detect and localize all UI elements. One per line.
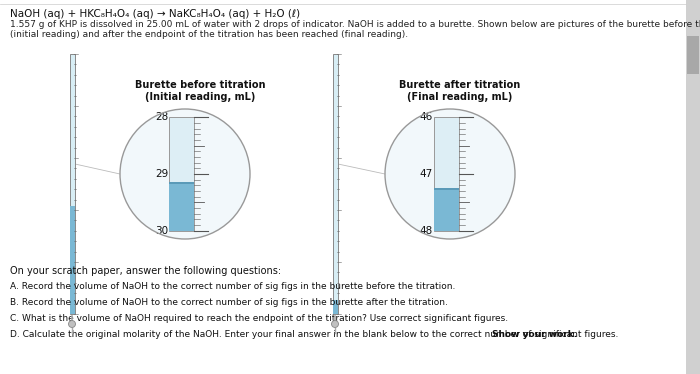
Text: 30: 30 [155,226,168,236]
Text: D. Calculate the original molarity of the NaOH. Enter your final answer in the b: D. Calculate the original molarity of th… [10,330,622,339]
Circle shape [120,109,250,239]
Text: On your scratch paper, answer the following questions:: On your scratch paper, answer the follow… [10,266,281,276]
Text: B. Record the volume of NaOH to the correct number of sig figs in the burette af: B. Record the volume of NaOH to the corr… [10,298,448,307]
Bar [169,117,194,230]
Bar [434,188,459,230]
Circle shape [385,109,515,239]
Text: 1.557 g of KHP is dissolved in 25.00 mL of water with 2 drops of indicator. NaOH: 1.557 g of KHP is dissolved in 25.00 mL … [10,20,700,29]
Text: 29: 29 [155,169,168,179]
Text: A. Record the volume of NaOH to the correct number of sig figs in the burette be: A. Record the volume of NaOH to the corr… [10,282,456,291]
Bar [333,54,338,314]
Bar [686,0,700,374]
Bar [70,54,75,314]
Text: (initial reading) and after the endpoint of the titration has been reached (fina: (initial reading) and after the endpoint… [10,30,408,39]
Text: Burette before titration
(Initial reading, mL): Burette before titration (Initial readin… [134,80,265,102]
Circle shape [332,321,339,328]
Bar [169,183,194,230]
Bar [70,206,75,314]
Text: NaOH (aq) + HKC₈H₄O₄ (aq) → NaKC₈H₄O₄ (aq) + H₂O (ℓ): NaOH (aq) + HKC₈H₄O₄ (aq) → NaKC₈H₄O₄ (a… [10,9,300,19]
Bar [434,188,459,190]
Text: C. What is the volume of NaOH required to reach the endpoint of the titration? U: C. What is the volume of NaOH required t… [10,314,508,323]
Bar [687,36,699,74]
Text: 48: 48 [420,226,433,236]
Bar [434,117,459,230]
Bar [333,300,338,314]
Text: Burette after titration
(Final reading, mL): Burette after titration (Final reading, … [400,80,521,102]
Text: Show your work.: Show your work. [492,330,578,339]
Bar [169,183,194,184]
Circle shape [69,321,76,328]
Text: 46: 46 [420,113,433,122]
Text: 28: 28 [155,113,168,122]
Text: 47: 47 [420,169,433,179]
